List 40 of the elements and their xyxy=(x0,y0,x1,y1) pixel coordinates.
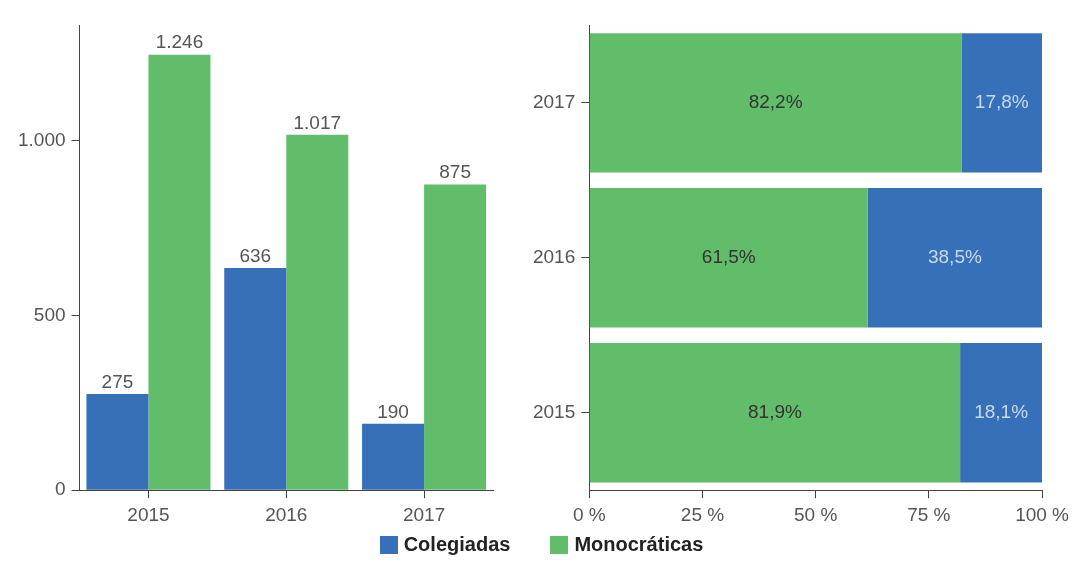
bar xyxy=(589,343,961,483)
bar xyxy=(961,33,1043,173)
y-tick-label: 2016 xyxy=(532,246,576,268)
x-tick-label: 75 % xyxy=(907,503,951,525)
x-tick-label: 100 % xyxy=(1015,503,1070,525)
data-label: 636 xyxy=(239,244,272,266)
bar xyxy=(86,394,149,490)
x-tick-label: 0 % xyxy=(572,503,606,525)
data-label: 38,5% xyxy=(927,246,982,268)
bar xyxy=(589,188,868,328)
x-tick-label: 2017 xyxy=(402,503,446,525)
data-label: 61,5% xyxy=(701,246,756,268)
bar xyxy=(960,343,1043,483)
y-tick-label: 500 xyxy=(33,303,66,325)
bar xyxy=(148,54,211,490)
bar xyxy=(424,184,487,490)
data-label: 82,2% xyxy=(748,91,803,113)
bar xyxy=(362,423,425,490)
y-tick-label: 1.000 xyxy=(18,128,66,150)
x-tick-label: 2016 xyxy=(265,503,308,525)
data-label: 81,9% xyxy=(748,400,802,422)
x-tick-label: 25 % xyxy=(680,503,725,525)
data-label: 275 xyxy=(101,370,134,392)
bar xyxy=(286,134,349,490)
data-label: 1.017 xyxy=(293,111,342,133)
data-label: 875 xyxy=(439,161,471,183)
bar xyxy=(867,188,1043,328)
data-label: 18,1% xyxy=(974,400,1029,422)
legend-label: Colegiadas xyxy=(403,533,511,556)
data-label: 1.246 xyxy=(155,31,204,53)
legend-label: Monocráticas xyxy=(574,533,704,556)
data-label: 17,8% xyxy=(974,91,1029,113)
data-label: 190 xyxy=(377,400,409,422)
x-tick-label: 50 % xyxy=(794,503,838,525)
y-tick-label: 2015 xyxy=(532,400,576,422)
bar xyxy=(224,267,287,490)
y-tick-label: 0 xyxy=(54,478,66,500)
y-tick-label: 2017 xyxy=(532,91,576,113)
bar xyxy=(589,33,962,173)
x-tick-label: 2015 xyxy=(127,503,170,525)
